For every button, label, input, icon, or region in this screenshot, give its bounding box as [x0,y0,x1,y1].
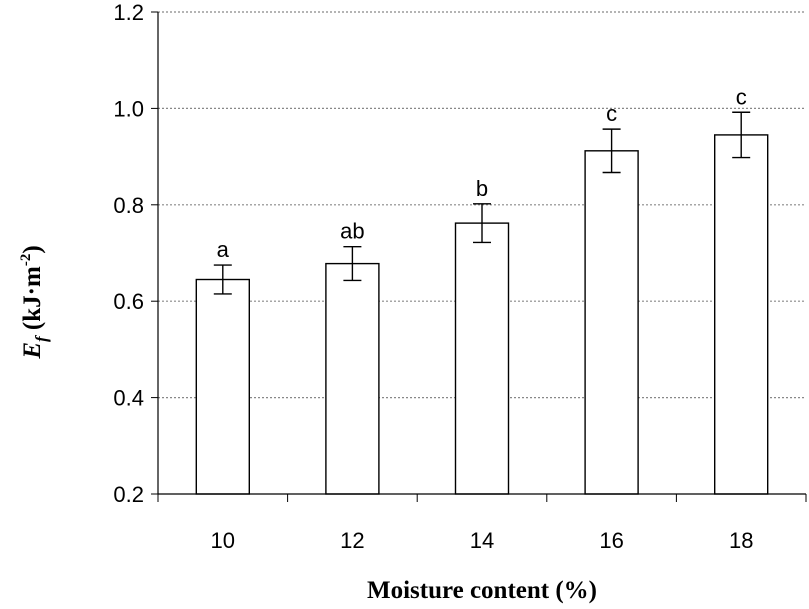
bar [454,222,510,495]
significance-label: a [217,237,230,262]
y-tick-label: 0.6 [113,289,144,314]
y-axis-title: Ef (kJ·m-2) [18,245,51,359]
y-axis-title-sub: f [32,334,51,342]
y-tick-label: 1.0 [113,96,144,121]
x-axis-title: Moisture content (%) [367,577,597,604]
significance-label: ab [340,219,364,244]
x-tick-label: 18 [729,528,753,553]
y-axis-title-sup: -2 [18,254,34,267]
x-tick-label: 14 [470,528,494,553]
bar [325,262,380,495]
y-tick-label: 1.2 [113,0,144,25]
significance-label: c [736,84,747,109]
bar [195,278,251,495]
y-axis-title-unit: (kJ·m [19,266,46,336]
y-axis-title-main: E [19,342,46,360]
axes [151,11,807,502]
tick-labels: 0.2 0.4 0.6 0.8 1.0 1.2 a 10 ab 12 b 14 c 16 c 18 [113,0,753,553]
bars [195,111,769,495]
y-tick-label: 0.8 [113,193,144,218]
bar [714,134,769,495]
x-tick-label: 10 [211,528,235,553]
y-tick-label: 0.4 [113,386,144,411]
x-tick-label: 12 [340,528,364,553]
y-tick-label: 0.2 [113,482,144,507]
significance-label: c [606,101,617,126]
x-tick-label: 16 [599,528,623,553]
y-axis-title-close: ) [19,245,46,253]
significance-label: b [476,176,488,201]
bar [584,150,639,495]
